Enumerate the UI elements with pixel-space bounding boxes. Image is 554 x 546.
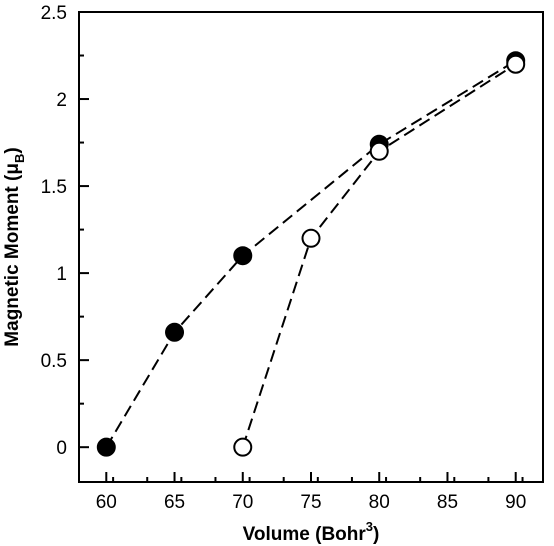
x-axis-label-superscript: 3 [366,519,373,534]
series-1-point [233,246,253,266]
x-tick-label: 70 [232,492,253,513]
y-axis-label-subscript: B [12,154,27,163]
y-tick-label: 0.5 [41,351,67,372]
series-2-point [506,54,526,74]
y-tick-label: 0 [56,438,67,459]
series-2-point [233,437,253,457]
x-axis-ticks: 60 65 70 75 80 85 90 [78,472,526,513]
series-2-point [369,141,389,161]
series-1-point [96,437,116,457]
x-axis-label: Volume (Bohr3) [243,519,380,545]
x-tick-label: 85 [437,492,458,513]
x-tick-label: 60 [96,492,117,513]
x-tick-label: 75 [300,492,321,513]
series-lines [105,59,517,448]
y-axis-ticks: 0 0.5 1 1.5 2 2.5 [41,3,89,459]
data-points [96,51,526,457]
series-2-point [301,228,321,248]
x-tick-label: 65 [164,492,185,513]
y-tick-label: 1 [56,264,67,285]
y-tick-label: 2.5 [41,3,67,24]
y-tick-label: 2 [56,90,67,111]
series-1-point [165,322,185,342]
y-axis-label: Magnetic Moment (μB) [2,147,27,346]
x-tick-label: 80 [369,492,390,513]
x-tick-label: 90 [505,492,526,513]
series-1-line [105,59,517,448]
series-2-line [241,63,517,448]
y-tick-label: 1.5 [41,177,67,198]
